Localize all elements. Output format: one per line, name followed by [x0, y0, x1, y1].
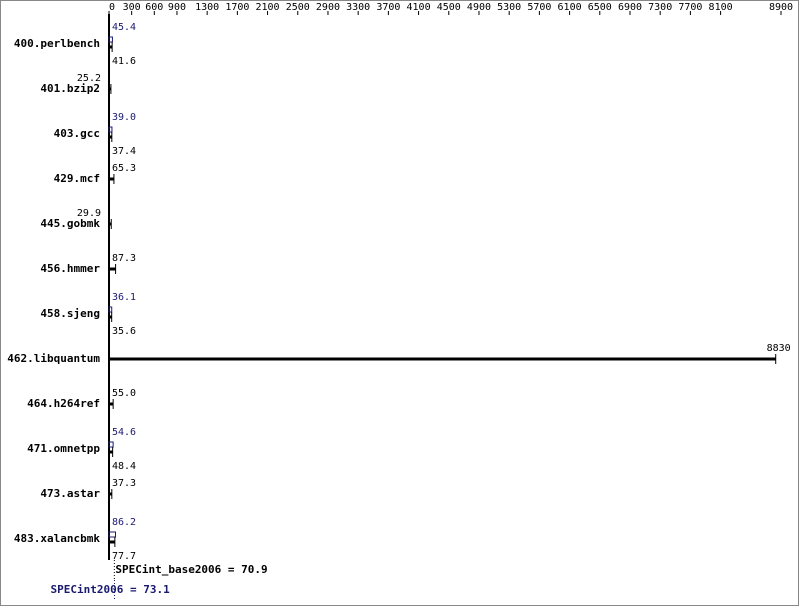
- peak-bar: [108, 531, 117, 538]
- x-tick-label: 6500: [588, 2, 612, 13]
- x-tick-label: 900: [168, 2, 186, 13]
- base-bar: [109, 177, 114, 181]
- x-tick-label: 1300: [195, 2, 219, 13]
- base-bar: [109, 540, 115, 544]
- x-tick-label: 3300: [346, 2, 370, 13]
- value-label: 77.7: [112, 551, 136, 562]
- value-label: 25.2: [77, 73, 101, 84]
- x-tick-label: 600: [145, 2, 163, 13]
- base-bar: [109, 357, 776, 361]
- value-label: 86.2: [112, 517, 136, 528]
- peak-bar: [108, 306, 113, 313]
- value-label: 35.6: [112, 326, 136, 337]
- base-bar: [109, 87, 111, 91]
- category-label: 400.perlbench: [14, 37, 100, 50]
- x-tick-label: 8100: [709, 2, 733, 13]
- value-label: 45.4: [112, 22, 136, 33]
- x-tick-label: 300: [123, 2, 141, 13]
- category-label: 458.sjeng: [40, 307, 100, 320]
- value-label: 29.9: [77, 208, 101, 219]
- base-bar: [109, 450, 113, 454]
- peak-bar: [108, 36, 113, 43]
- summary-label: SPECint_base2006 = 70.9: [115, 563, 267, 576]
- value-label: 37.3: [112, 478, 136, 489]
- value-label: 36.1: [112, 292, 136, 303]
- x-tick-label: 6900: [618, 2, 642, 13]
- value-label: 39.0: [112, 112, 136, 123]
- base-bar: [109, 45, 113, 49]
- category-label: 464.h264ref: [27, 397, 100, 410]
- x-tick-label: 4900: [467, 2, 491, 13]
- x-tick-label: 5300: [497, 2, 521, 13]
- value-label: 8830: [767, 343, 791, 354]
- x-tick-label: 0: [109, 2, 115, 13]
- x-tick-label: 2100: [256, 2, 280, 13]
- category-label: 471.omnetpp: [27, 442, 100, 455]
- value-label: 37.4: [112, 146, 136, 157]
- category-label: 456.hmmer: [40, 262, 100, 275]
- value-label: 87.3: [112, 253, 136, 264]
- x-tick-label: 7300: [648, 2, 672, 13]
- peak-bar: [108, 441, 114, 448]
- base-bar: [109, 267, 116, 271]
- x-tick-label: 3700: [376, 2, 400, 13]
- x-tick-label: 8900: [769, 2, 793, 13]
- category-label: 483.xalancbmk: [14, 532, 100, 545]
- base-bar: [109, 402, 114, 406]
- base-bar: [109, 222, 112, 226]
- peak-bar: [108, 126, 113, 133]
- base-bar: [109, 492, 112, 496]
- category-label: 401.bzip2: [40, 82, 100, 95]
- x-tick-label: 7700: [678, 2, 702, 13]
- value-label: 65.3: [112, 163, 136, 174]
- x-tick-label: 6100: [558, 2, 582, 13]
- base-bar: [109, 315, 112, 319]
- x-tick-label: 1700: [225, 2, 249, 13]
- category-label: 403.gcc: [54, 127, 100, 140]
- category-label: 462.libquantum: [7, 352, 100, 365]
- value-label: 54.6: [112, 427, 136, 438]
- x-tick-label: 4500: [437, 2, 461, 13]
- category-label: 473.astar: [40, 487, 100, 500]
- category-label: 445.gobmk: [40, 217, 100, 230]
- base-bar: [109, 135, 112, 139]
- category-label: 429.mcf: [54, 172, 100, 185]
- x-tick-label: 2900: [316, 2, 340, 13]
- x-tick-label: 5700: [527, 2, 551, 13]
- value-label: 41.6: [112, 56, 136, 67]
- value-label: 48.4: [112, 461, 136, 472]
- x-tick-label: 2500: [286, 2, 310, 13]
- value-label: 55.0: [112, 388, 136, 399]
- summary-label: SPECint2006 = 73.1: [51, 583, 171, 596]
- x-tick-label: 4100: [407, 2, 431, 13]
